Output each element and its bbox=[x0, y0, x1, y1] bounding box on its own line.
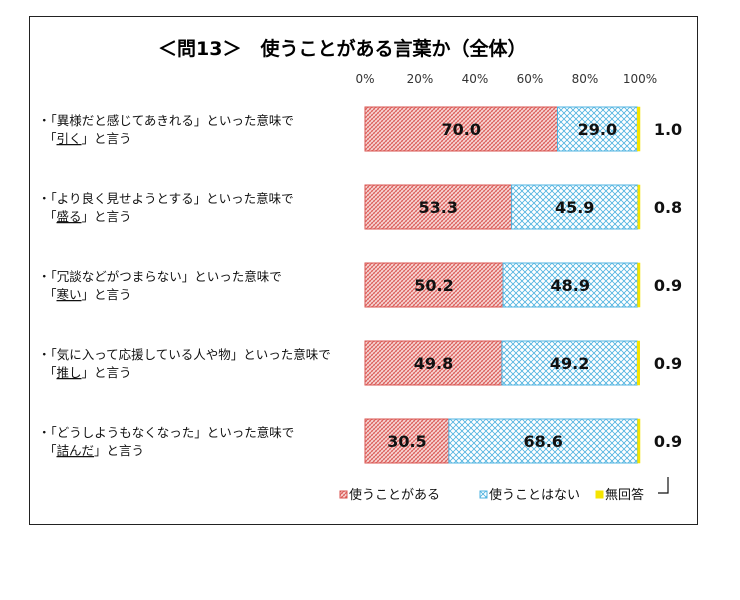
keyword: 寒い bbox=[57, 287, 82, 302]
data-label: 30.5 bbox=[387, 432, 426, 451]
category-label-line2: 「盛る」と言う bbox=[44, 209, 132, 224]
quote-close: 」と言う bbox=[82, 287, 132, 302]
bar-segment-2 bbox=[448, 418, 639, 464]
data-label: 70.0 bbox=[442, 120, 481, 139]
data-label: 29.0 bbox=[578, 120, 617, 139]
bar-segment-1 bbox=[364, 418, 450, 464]
bar-segment-1 bbox=[364, 340, 503, 386]
quote-open: 「 bbox=[44, 443, 57, 458]
category-label-line1: ・「異様だと感じてあきれる」といった意味で bbox=[38, 113, 294, 128]
x-axis-ticks: 0% 20% 40% 60% 80% 100% bbox=[355, 72, 657, 86]
chart-title: ＜問13＞ 使うことがある言葉か（全体） bbox=[158, 37, 526, 60]
category-label-line1: ・「冗談などがつまらない」といった意味で bbox=[38, 269, 282, 284]
quote-close: 」と言う bbox=[82, 131, 132, 146]
bar-segment-1 bbox=[364, 262, 504, 308]
quote-open: 「 bbox=[44, 365, 57, 380]
legend-label: 使うことがある bbox=[349, 487, 440, 503]
x-tick-label: 80% bbox=[572, 72, 599, 86]
bar-segment-2 bbox=[502, 262, 639, 308]
category-label-line1: ・「気に入って応援している人や物」といった意味で bbox=[38, 347, 331, 362]
data-label: 0.9 bbox=[654, 354, 682, 373]
data-label: 0.9 bbox=[654, 276, 682, 295]
keyword: 詰んだ bbox=[57, 443, 95, 458]
category-label-line2: 「寒い」と言う bbox=[44, 287, 132, 302]
bar-segment-3 bbox=[637, 418, 641, 464]
category-label-line2: 「引く」と言う bbox=[44, 131, 132, 146]
chart-frame: ＜問13＞ 使うことがある言葉か（全体） 0% 20% 40% 60% 80% 100% … bbox=[29, 16, 698, 525]
data-label: 0.8 bbox=[654, 198, 682, 217]
legend-swatch-1 bbox=[339, 490, 348, 499]
quote-open: 「 bbox=[44, 209, 57, 224]
category-labels: ・「異様だと感じてあきれる」といった意味で「引く」と言う・「より良く見せようとす… bbox=[38, 113, 331, 458]
keyword: 引く bbox=[57, 131, 82, 146]
legend-label: 使うことはない bbox=[489, 487, 580, 503]
data-label: 45.9 bbox=[555, 198, 594, 217]
data-label: 1.0 bbox=[654, 120, 682, 139]
data-label: 50.2 bbox=[414, 276, 453, 295]
quote-close: 」と言う bbox=[82, 365, 132, 380]
data-label: 0.9 bbox=[654, 432, 682, 451]
x-tick-label: 100% bbox=[623, 72, 657, 86]
quote-close: 」と言う bbox=[82, 209, 132, 224]
bar-segment-1 bbox=[364, 106, 558, 152]
data-label: 53.3 bbox=[419, 198, 458, 217]
quote-open: 「 bbox=[44, 287, 57, 302]
legend-label: 無回答 bbox=[605, 487, 644, 503]
bar-segment-3 bbox=[637, 106, 641, 152]
legend-swatch-2 bbox=[479, 490, 488, 499]
quote-open: 「 bbox=[44, 131, 57, 146]
x-tick-label: 60% bbox=[517, 72, 544, 86]
bar-segment-3 bbox=[637, 340, 640, 386]
data-label: 68.6 bbox=[523, 432, 562, 451]
data-label: 49.8 bbox=[414, 354, 453, 373]
category-label-line2: 「推し」と言う bbox=[44, 365, 132, 380]
x-tick-label: 0% bbox=[355, 72, 374, 86]
category-label-line1: ・「どうしようもなくなった」といった意味で bbox=[38, 425, 294, 440]
category-label-line2: 「詰んだ」と言う bbox=[44, 443, 144, 458]
legend: 使うことがある 使うことはない 無回答 bbox=[339, 477, 669, 503]
bar-segment-2 bbox=[511, 184, 639, 230]
bar-segment-2 bbox=[501, 340, 638, 386]
bar-segment-1 bbox=[364, 184, 513, 230]
bar-segment-3 bbox=[637, 184, 641, 230]
chart-canvas: ＜問13＞ 使うことがある言葉か（全体） 0% 20% 40% 60% 80% 100% … bbox=[38, 37, 682, 503]
keyword: 推し bbox=[57, 365, 82, 380]
data-label: 48.9 bbox=[551, 276, 590, 295]
data-label: 49.2 bbox=[550, 354, 589, 373]
quote-close: 」と言う bbox=[94, 443, 144, 458]
category-label-line1: ・「より良く見せようとする」といった意味で bbox=[38, 191, 294, 206]
x-tick-label: 40% bbox=[462, 72, 489, 86]
legend-leader-line bbox=[658, 477, 669, 494]
bar-series: 70.0 29.0 1.0 53.3 45.9 0.8 50.2 48.9 0.9 49.8 49.… bbox=[364, 106, 682, 464]
keyword: 盛る bbox=[57, 209, 82, 224]
legend-swatch-3 bbox=[595, 490, 604, 499]
x-tick-label: 20% bbox=[407, 72, 434, 86]
bar-segment-2 bbox=[557, 106, 638, 152]
bar-segment-3 bbox=[637, 262, 641, 308]
